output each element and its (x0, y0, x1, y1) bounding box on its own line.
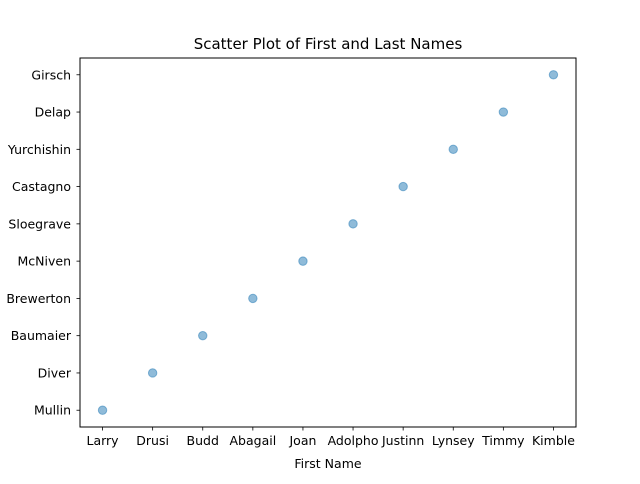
chart-title: Scatter Plot of First and Last Names (194, 35, 463, 53)
data-point (348, 219, 358, 229)
data-point (448, 144, 458, 155)
x-tick-label: Budd (187, 433, 219, 448)
x-tick-label: Kimble (532, 433, 575, 448)
data-point (248, 293, 258, 304)
x-tick-label: Larry (86, 433, 119, 448)
y-tick-label: Mullin (34, 403, 71, 418)
x-tick-label: Timmy (481, 433, 525, 448)
y-tick-label: Brewerton (6, 291, 71, 306)
y-axis-ticks: Mullin Diver Baumaier Brewerton McNiven Sloeg… (6, 67, 80, 418)
y-tick-label: Baumaier (11, 328, 72, 343)
y-tick-label: McNiven (18, 254, 72, 269)
data-point (97, 405, 108, 415)
axes-frame (79, 57, 577, 428)
data-point (198, 330, 208, 341)
x-tick-label: Lynsey (432, 433, 475, 448)
x-tick-label: Abagail (230, 433, 277, 448)
plot-area (79, 57, 577, 428)
x-axis-label: First Name (294, 456, 361, 471)
y-tick-label: Girsch (31, 67, 71, 82)
x-tick-label: Adolpho (328, 433, 379, 448)
data-point (398, 181, 408, 192)
y-tick-label: Sloegrave (8, 216, 71, 231)
y-tick-label: Castagno (12, 179, 71, 194)
data-point (548, 70, 559, 80)
y-tick-label: Diver (38, 365, 72, 380)
data-points (97, 70, 559, 415)
data-point (147, 368, 158, 378)
y-tick-label: Delap (35, 105, 71, 120)
x-axis-ticks: Larry Drusi Budd Abagail Joan Adolpho Justinn L… (86, 427, 575, 448)
x-tick-label: Justinn (381, 433, 424, 448)
x-tick-label: Joan (288, 433, 316, 448)
data-point (298, 256, 308, 266)
y-tick-label: Yurchishin (7, 142, 71, 157)
data-point (498, 107, 509, 117)
x-tick-label: Drusi (136, 433, 169, 448)
